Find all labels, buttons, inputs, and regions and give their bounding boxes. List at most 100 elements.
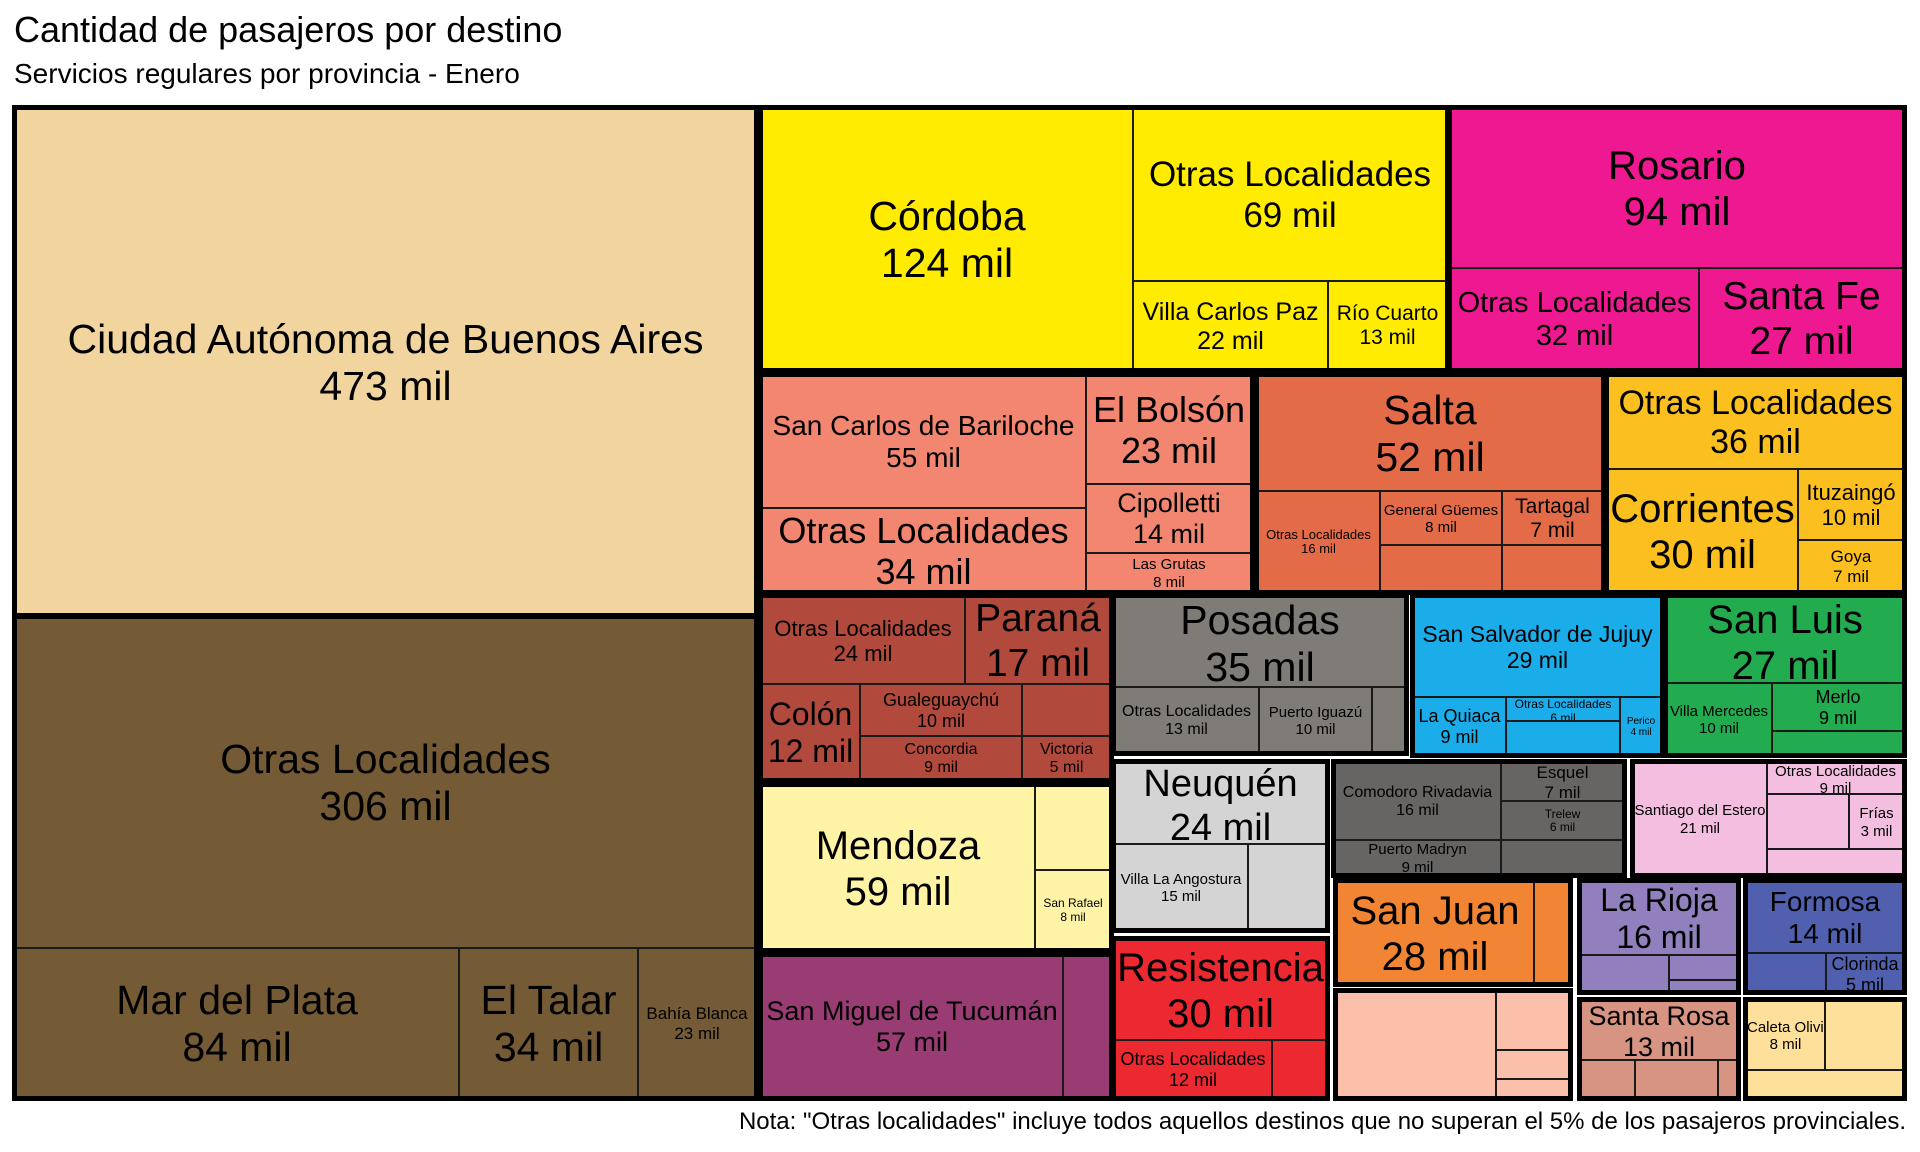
tile-label-name: Otras Localidades <box>220 735 551 782</box>
tile-label-value: 306 mil <box>319 782 452 829</box>
tile-label-value: 69 mil <box>1243 195 1337 235</box>
tile-label-value: 5 mil <box>1049 758 1084 776</box>
treemap-tile-santacruz-caleta-olivia: Caleta Olivia 8 mil <box>1746 1000 1825 1070</box>
treemap-tile-larioja-unlabeled <box>1669 955 1738 980</box>
tile-label-name: San Juan <box>1350 888 1520 933</box>
tile-label-value: 57 mil <box>875 1027 949 1058</box>
tile-label-value: 9 mil <box>1819 780 1852 794</box>
treemap-tile-santafe-santa-fe: Santa Fe 27 mil <box>1699 268 1904 370</box>
tile-label-value: 36 mil <box>1710 422 1801 461</box>
tile-label-value: 5 mil <box>1845 974 1884 992</box>
tile-label-value: 10 mil <box>1295 721 1336 738</box>
treemap-tile-rionegro-cipolletti: Cipolletti 14 mil <box>1086 484 1252 553</box>
tile-label-name: Otras Localidades <box>1618 383 1893 422</box>
tile-label-name: Otras Localidades <box>1120 1049 1266 1070</box>
tile-label-value: 28 mil <box>1381 934 1489 979</box>
tile-label-name: Rosario <box>1608 144 1746 188</box>
tile-label-value: 23 mil <box>1120 430 1218 472</box>
tile-label-value: 10 mil <box>916 710 965 731</box>
treemap-tile-misiones-puerto-iguazu: Puerto Iguazú 10 mil <box>1259 687 1372 753</box>
tile-label-name: Ciudad Autónoma de Buenos Aires <box>67 315 704 362</box>
tile-label-value: 8 mil <box>1769 1036 1802 1053</box>
treemap-tile-formosa-clorinda: Clorinda 5 mil <box>1826 953 1904 992</box>
treemap-tile-sanjuan-san-juan: San Juan 28 mil <box>1336 881 1534 984</box>
treemap-tile-catamarca-unlabeled <box>1496 1050 1570 1079</box>
tile-label-name: La Rioja <box>1600 882 1718 919</box>
tile-label-value: 7 mil <box>1530 518 1575 542</box>
tile-label-name: Frías <box>1859 805 1894 823</box>
tile-label-name: Otras Localidades <box>774 615 952 641</box>
province-divider-caba-bsas <box>12 613 759 619</box>
tile-label-value: 24 mil <box>833 640 893 666</box>
tile-label-name: San Miguel de Tucumán <box>766 996 1058 1027</box>
treemap-tile-entrerios-otras-localidades: Otras Localidades 24 mil <box>761 596 965 684</box>
treemap-tile-salta-otras-localidades: Otras Localidades 16 mil <box>1257 491 1380 592</box>
treemap-tile-mendoza-mendoza: Mendoza 59 mil <box>761 785 1035 950</box>
tile-label-value: 6 mil <box>1550 710 1576 721</box>
treemap-tile-chubut-esquel: Esquel 7 mil <box>1501 762 1624 801</box>
tile-label-value: 3 mil <box>1860 822 1893 840</box>
tile-label-value: 16 mil <box>1616 918 1702 955</box>
tile-label-name: Mar del Plata <box>116 976 358 1023</box>
tile-label-value: 55 mil <box>886 442 961 474</box>
chart-title: Cantidad de pasajeros por destino <box>14 9 563 50</box>
tile-label-value: 7 mil <box>1833 566 1869 586</box>
tile-label-value: 10 mil <box>1821 505 1881 531</box>
tile-label-name: Otras Localidades <box>1457 286 1692 319</box>
treemap-tile-entrerios-concordia: Concordia 9 mil <box>860 736 1022 780</box>
treemap-tile-santafe-otras-localidades: Otras Localidades 32 mil <box>1450 268 1699 370</box>
treemap-tile-santacruz-unlabeled <box>1825 1000 1904 1070</box>
tile-label-name: Paraná <box>975 597 1101 640</box>
treemap-tile-corrientes-otras-localidades: Otras Localidades 36 mil <box>1607 375 1904 469</box>
treemap-tile-neuquen-neuquen: Neuquén 24 mil <box>1114 762 1327 844</box>
tile-label-value: 17 mil <box>985 641 1091 684</box>
treemap-tile-chubut-puerto-madryn: Puerto Madryn 9 mil <box>1334 840 1501 875</box>
tile-label-value: 8 mil <box>1060 909 1086 924</box>
treemap-tile-catamarca-unlabeled <box>1496 1079 1570 1098</box>
treemap-tile-corrientes-goya: Goya 7 mil <box>1798 540 1904 592</box>
tile-label-name: Victoria <box>1039 740 1094 758</box>
treemap-tile-tucuman-san-miguel-de-tucuman: San Miguel de Tucumán 57 mil <box>761 955 1063 1098</box>
treemap-tile-salta-unlabeled <box>1380 545 1502 592</box>
treemap-tile-formosa-unlabeled <box>1746 953 1826 992</box>
tile-label-name: Cipolletti <box>1117 488 1221 519</box>
treemap-tile-cordoba-villa-carlos-paz: Villa Carlos Paz 22 mil <box>1133 281 1328 370</box>
tile-label-name: Santa Fe <box>1722 275 1881 319</box>
tile-label-value: 27 mil <box>1749 319 1854 363</box>
treemap-tile-bsas-el-talar: El Talar 34 mil <box>459 948 638 1098</box>
treemap-tile-santiago-otras-localidades: Otras Localidades 9 mil <box>1767 762 1904 794</box>
tile-label-name: Santiago del Estero <box>1634 802 1766 820</box>
tile-label-name: Bahía Blanca <box>646 1004 748 1024</box>
treemap-tile-salta-general-guemes: General Güemes 8 mil <box>1380 491 1502 545</box>
treemap-tile-formosa-formosa: Formosa 14 mil <box>1746 881 1904 953</box>
treemap-tile-sanluis-unlabeled <box>1772 731 1904 755</box>
tile-label-name: Perico <box>1626 715 1656 727</box>
tile-label-name: Colón <box>768 696 853 733</box>
treemap-tile-larioja-unlabeled <box>1580 955 1669 992</box>
tile-label-name: Resistencia <box>1117 945 1324 990</box>
treemap-tile-jujuy-san-salvador-de-jujuy: San Salvador de Jujuy 29 mil <box>1413 596 1662 697</box>
treemap-tile-chubut-unlabeled <box>1501 840 1624 875</box>
treemap-tile-santafe-rosario: Rosario 94 mil <box>1450 108 1904 268</box>
tile-label-name: Tartagal <box>1515 494 1590 518</box>
tile-label-value: 59 mil <box>844 869 952 914</box>
tile-label-value: 16 mil <box>1301 541 1336 557</box>
tile-label-value: 22 mil <box>1197 326 1264 355</box>
treemap-tile-rionegro-el-bolson: El Bolsón 23 mil <box>1086 375 1252 484</box>
treemap-tile-entrerios-colon: Colón 12 mil <box>761 684 860 780</box>
treemap-tile-lapampa-unlabeled <box>1718 1060 1738 1098</box>
treemap-tile-lapampa-santa-rosa: Santa Rosa 13 mil <box>1580 1000 1738 1060</box>
tile-label-value: 24 mil <box>1169 806 1272 844</box>
treemap-tile-bsas-mar-del-plata: Mar del Plata 84 mil <box>15 948 459 1098</box>
tile-label-value: 84 mil <box>182 1023 292 1070</box>
tile-label-value: 13 mil <box>1359 326 1416 350</box>
tile-label-name: Ituzaingó <box>1806 480 1896 506</box>
tile-label-name: Otras Localidades <box>1266 526 1371 542</box>
tile-label-name: Río Cuarto <box>1336 302 1439 326</box>
treemap-tile-misiones-otras-localidades: Otras Localidades 13 mil <box>1114 687 1259 753</box>
treemap-tile-chaco-resistencia: Resistencia 30 mil <box>1114 939 1327 1040</box>
tile-label-value: 29 mil <box>1506 647 1569 674</box>
tile-label-name: Merlo <box>1815 687 1861 708</box>
treemap-tile-rionegro-san-carlos-de-bariloche: San Carlos de Bariloche 55 mil <box>761 375 1086 508</box>
treemap-tile-jujuy-unlabeled <box>1506 721 1620 755</box>
